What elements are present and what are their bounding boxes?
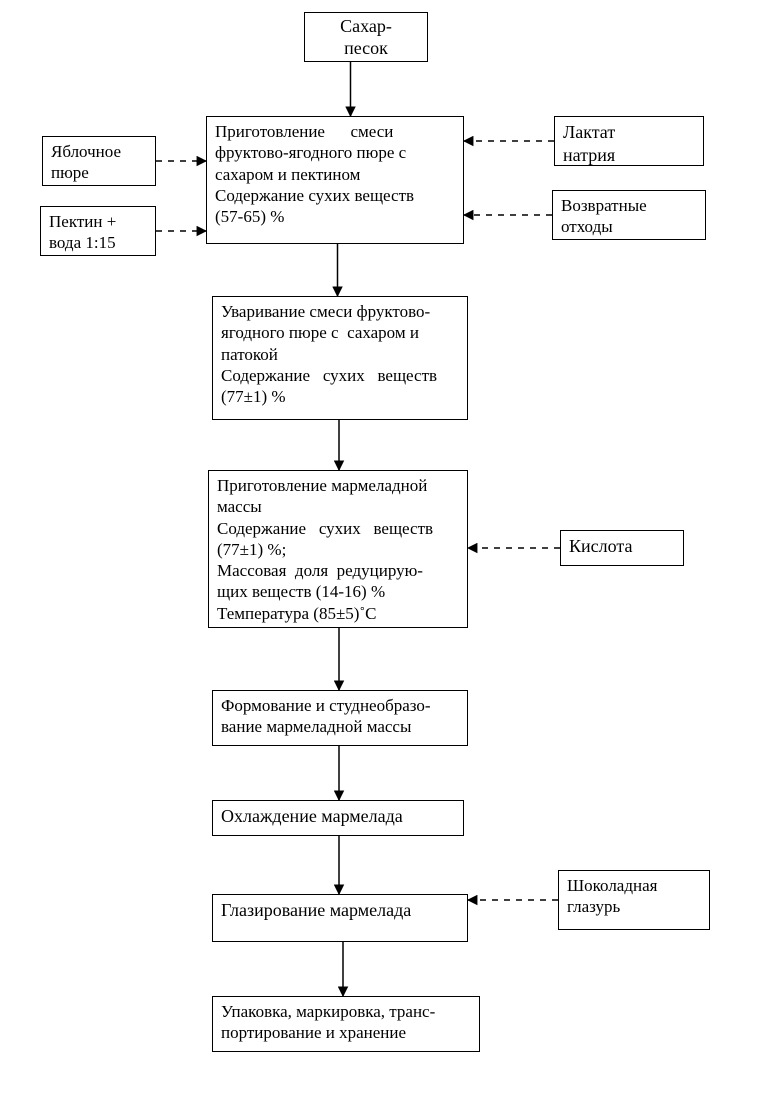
node-sugar: Сахар- песок: [304, 12, 428, 62]
node-boil: Уваривание смеси фруктово- ягодного пюре…: [212, 296, 468, 420]
node-form: Формование и студнеобразо- вание мармела…: [212, 690, 468, 746]
node-waste: Возвратные отходы: [552, 190, 706, 240]
node-mix: Приготовление смеси фруктово-ягодного пю…: [206, 116, 464, 244]
node-apple: Яблочное пюре: [42, 136, 156, 186]
node-choco: Шоколадная глазурь: [558, 870, 710, 930]
node-acid: Кислота: [560, 530, 684, 566]
node-mass: Приготовление мармеладной массы Содержан…: [208, 470, 468, 628]
node-lactate: Лактат натрия: [554, 116, 704, 166]
node-cool: Охлаждение мармелада: [212, 800, 464, 836]
node-glaze: Глазирование мармелада: [212, 894, 468, 942]
node-pack: Упаковка, маркировка, транс- портировани…: [212, 996, 480, 1052]
node-pectin: Пектин + вода 1:15: [40, 206, 156, 256]
flowchart-canvas: Сахар- песок Яблочное пюре Пектин + вода 1…: [0, 0, 780, 1103]
